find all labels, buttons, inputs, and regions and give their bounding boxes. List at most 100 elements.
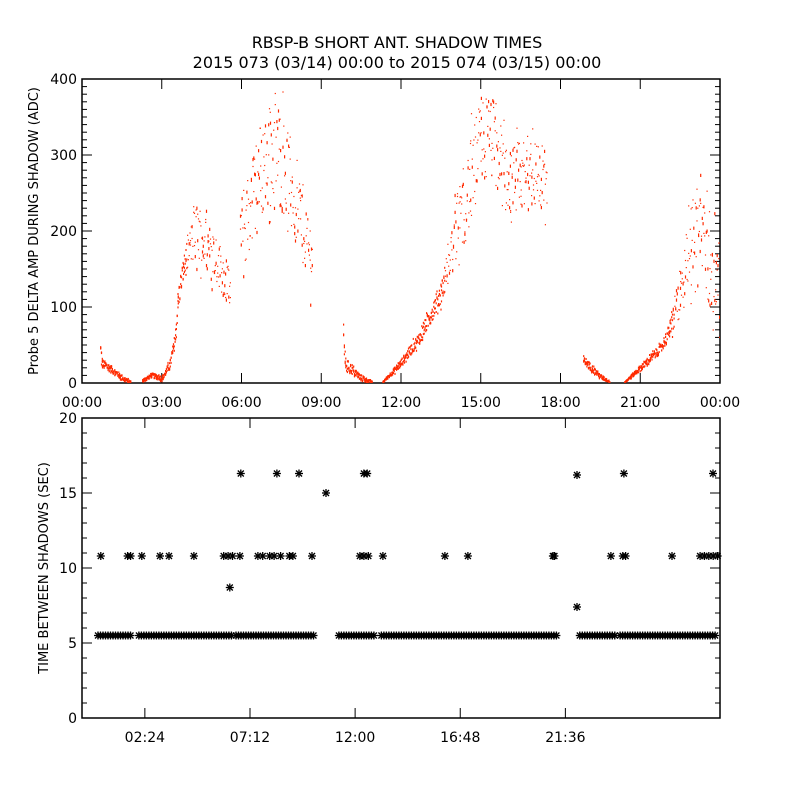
data-point xyxy=(310,267,312,269)
data-point xyxy=(147,377,149,380)
data-point xyxy=(254,173,256,177)
data-point xyxy=(308,254,310,256)
data-point xyxy=(503,119,505,121)
data-point xyxy=(633,372,635,375)
data-point-band xyxy=(126,631,135,640)
data-point xyxy=(165,552,173,560)
data-point xyxy=(156,376,158,379)
data-point xyxy=(462,168,464,170)
data-point xyxy=(544,163,546,165)
y-tick-label: 5 xyxy=(68,636,77,652)
data-point xyxy=(544,183,546,185)
data-point xyxy=(352,366,354,369)
data-point xyxy=(203,257,205,259)
data-point xyxy=(444,275,447,277)
data-point xyxy=(228,552,237,560)
data-point xyxy=(273,122,276,124)
data-point xyxy=(470,214,473,216)
data-point xyxy=(633,371,636,373)
data-point xyxy=(685,267,687,269)
data-point xyxy=(439,303,441,306)
data-point xyxy=(708,292,711,295)
data-point xyxy=(713,296,715,298)
data-point xyxy=(449,259,451,261)
data-point xyxy=(107,364,109,367)
data-point xyxy=(243,223,246,225)
data-point xyxy=(459,201,461,203)
data-point xyxy=(459,227,461,229)
data-point xyxy=(684,259,687,262)
data-point xyxy=(368,379,370,382)
data-point xyxy=(401,357,403,360)
data-point xyxy=(700,173,702,177)
data-point xyxy=(454,193,456,198)
data-point xyxy=(414,341,416,344)
data-point xyxy=(122,378,124,381)
data-point xyxy=(507,204,509,206)
data-point xyxy=(485,176,487,178)
data-point xyxy=(641,367,643,370)
data-point xyxy=(452,269,454,273)
data-point xyxy=(260,205,263,207)
data-point xyxy=(506,189,508,191)
data-point xyxy=(518,143,520,145)
data-point xyxy=(704,254,707,256)
data-point xyxy=(239,214,242,218)
data-point xyxy=(437,298,439,301)
data-point xyxy=(591,371,593,374)
data-point xyxy=(587,366,590,369)
data-point xyxy=(672,307,674,310)
data-point xyxy=(268,154,270,156)
data-point xyxy=(641,363,643,366)
data-point xyxy=(400,358,402,361)
data-point xyxy=(457,237,459,239)
data-point xyxy=(493,121,495,123)
data-point xyxy=(632,373,634,376)
data-point xyxy=(358,377,360,380)
data-point xyxy=(266,182,268,186)
data-point xyxy=(489,110,491,113)
data-point xyxy=(158,374,160,377)
data-point xyxy=(247,221,250,224)
data-point xyxy=(274,104,276,106)
data-point xyxy=(425,325,427,328)
data-point xyxy=(109,366,111,369)
data-point xyxy=(308,242,310,244)
data-point xyxy=(647,362,649,365)
data-point xyxy=(507,189,509,191)
data-point xyxy=(543,164,545,168)
data-segment xyxy=(343,323,373,383)
data-point xyxy=(260,190,262,192)
data-point xyxy=(456,195,459,198)
data-point xyxy=(484,176,486,180)
data-point xyxy=(500,150,502,152)
data-point xyxy=(180,275,182,278)
data-point xyxy=(653,354,655,357)
data-point xyxy=(474,136,477,138)
data-point xyxy=(287,230,289,232)
data-point xyxy=(659,344,661,347)
data-point xyxy=(666,332,668,335)
data-point xyxy=(474,124,476,126)
data-point xyxy=(219,274,221,278)
data-point xyxy=(130,380,132,383)
plot-frame xyxy=(81,417,721,719)
y-tick-label: 100 xyxy=(50,300,77,316)
data-point xyxy=(536,182,538,184)
data-point xyxy=(643,366,645,369)
data-point xyxy=(419,341,421,344)
data-point xyxy=(671,336,674,338)
data-point xyxy=(177,299,179,302)
data-segment xyxy=(624,173,720,383)
data-point xyxy=(641,369,643,372)
data-point xyxy=(509,151,511,156)
data-point xyxy=(207,240,209,244)
data-point xyxy=(189,232,191,234)
asterisk-stroke xyxy=(668,552,676,560)
data-point xyxy=(434,307,436,310)
data-point xyxy=(657,354,659,356)
data-point xyxy=(495,103,497,105)
data-point xyxy=(711,271,713,273)
data-point xyxy=(416,339,418,342)
